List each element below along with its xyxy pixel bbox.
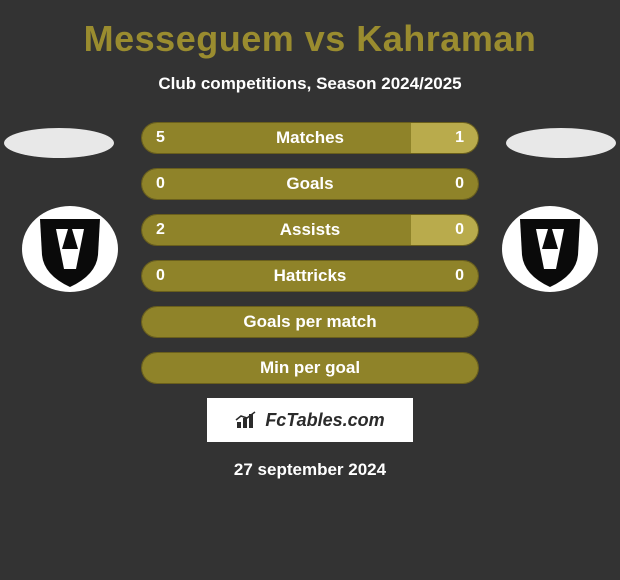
stat-row: 00Hattricks xyxy=(141,260,479,292)
chart-icon xyxy=(235,410,261,430)
branding-box: FcTables.com xyxy=(207,398,413,442)
shield-icon xyxy=(500,205,600,293)
shield-icon xyxy=(20,205,120,293)
bar-label: Min per goal xyxy=(142,353,478,383)
stat-row: 20Assists xyxy=(141,214,479,246)
bar-label: Goals xyxy=(142,169,478,199)
stat-row: Goals per match xyxy=(141,306,479,338)
player-disc-right xyxy=(506,128,616,158)
stat-row: Min per goal xyxy=(141,352,479,384)
club-badge-left xyxy=(20,205,120,293)
branding-text: FcTables.com xyxy=(265,410,384,431)
bar-label: Goals per match xyxy=(142,307,478,337)
club-badge-right xyxy=(500,205,600,293)
date-text: 27 september 2024 xyxy=(0,460,620,480)
bar-label: Assists xyxy=(142,215,478,245)
bar-label: Hattricks xyxy=(142,261,478,291)
stat-row: 51Matches xyxy=(141,122,479,154)
subtitle: Club competitions, Season 2024/2025 xyxy=(0,74,620,94)
bar-label: Matches xyxy=(142,123,478,153)
player-disc-left xyxy=(4,128,114,158)
stat-bars: 51Matches 00Goals 20Assists 00Hattricks Goal… xyxy=(141,122,479,384)
infographic-root: Messeguem vs Kahraman Club competitions,… xyxy=(0,0,620,490)
stat-row: 00Goals xyxy=(141,168,479,200)
page-title: Messeguem vs Kahraman xyxy=(0,18,620,60)
chart-area: 51Matches 00Goals 20Assists 00Hattricks Goal… xyxy=(0,122,620,384)
